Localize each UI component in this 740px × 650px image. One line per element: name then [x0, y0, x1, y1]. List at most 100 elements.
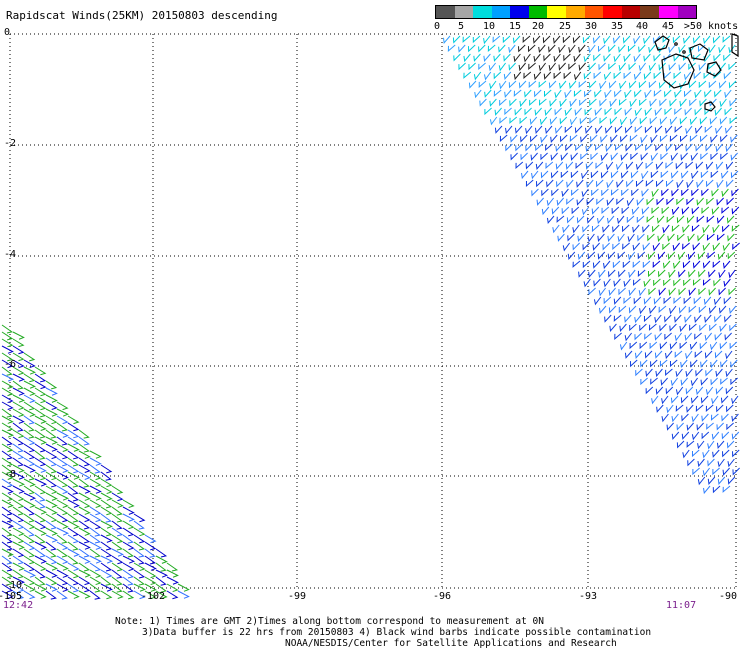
wind-barb	[568, 44, 576, 54]
wind-barb	[462, 35, 471, 43]
wind-barb	[34, 527, 47, 536]
wind-barb	[656, 404, 664, 413]
wind-barb	[626, 197, 635, 207]
wind-barb	[679, 323, 687, 333]
wind-barb	[700, 377, 708, 386]
wind-barb	[111, 499, 124, 508]
wind-barb	[122, 499, 135, 509]
wind-barb	[494, 107, 502, 116]
wind-barb	[731, 413, 739, 423]
wind-barb	[668, 269, 676, 279]
wind-barb	[45, 457, 58, 467]
wind-barb	[607, 233, 615, 243]
wind-barb	[602, 242, 610, 251]
wind-barb	[56, 457, 69, 467]
wind-barb	[711, 206, 720, 215]
wind-barb	[78, 569, 92, 578]
wind-barb	[1, 443, 14, 453]
wind-barb	[442, 35, 451, 44]
wind-barb	[681, 413, 689, 422]
wind-barb	[133, 562, 146, 572]
wind-barb	[614, 332, 622, 340]
lat-label: -2	[4, 138, 17, 149]
wind-barb	[45, 499, 58, 508]
wind-barb	[581, 188, 589, 198]
wind-barb	[499, 134, 508, 143]
wind-barb	[627, 44, 636, 53]
wind-barb	[701, 431, 710, 440]
wind-barb	[628, 305, 637, 314]
wind-barb	[166, 590, 179, 600]
wind-barb	[724, 125, 733, 135]
wind-barb	[709, 323, 717, 332]
wind-barb	[731, 431, 740, 440]
wind-barb	[122, 534, 134, 544]
wind-barb	[12, 387, 25, 396]
wind-barb	[694, 350, 703, 358]
wind-barb	[468, 44, 476, 53]
wind-barb	[565, 143, 573, 152]
wind-barb	[531, 188, 539, 197]
wind-barb	[655, 368, 663, 378]
wind-barb	[669, 305, 677, 315]
footer-notes: Note: 1) Times are GMT 2)Times along bot…	[115, 616, 651, 649]
wind-barb	[593, 71, 602, 80]
wind-barb	[707, 440, 715, 450]
wind-barb	[34, 464, 47, 473]
wind-barb	[677, 251, 686, 261]
wind-barb	[720, 359, 728, 368]
wind-barb	[686, 440, 695, 448]
wind-barb	[582, 242, 590, 251]
wind-barb	[56, 590, 68, 600]
wind-barb	[452, 35, 461, 44]
wind-barb	[688, 269, 696, 278]
wind-barb	[638, 44, 646, 53]
wind-barb	[649, 116, 658, 125]
wind-barb	[34, 541, 47, 550]
wind-barb	[638, 287, 646, 297]
wind-barb	[629, 116, 638, 126]
wind-barb	[523, 71, 532, 79]
legend-label: 5	[457, 21, 465, 32]
wind-barb	[714, 332, 722, 341]
wind-barb	[730, 152, 738, 161]
wind-barb	[655, 386, 664, 395]
wind-barb	[691, 224, 700, 233]
wind-barb	[23, 478, 36, 487]
wind-barb	[702, 242, 710, 252]
wind-barb	[508, 80, 517, 89]
wind-barb	[680, 395, 689, 404]
legend-swatch	[454, 6, 474, 18]
wind-barb	[166, 583, 179, 593]
wind-barb	[630, 170, 639, 179]
wind-barb	[633, 35, 641, 45]
wind-barb	[56, 408, 70, 417]
wind-barb	[12, 366, 25, 376]
wind-barb	[695, 404, 704, 412]
wind-barb	[621, 206, 630, 215]
wind-barb	[732, 467, 740, 476]
wind-barb	[696, 197, 704, 206]
wind-barb	[512, 35, 521, 44]
wind-barb	[653, 278, 661, 287]
wind-barb	[562, 224, 570, 234]
wind-barb	[637, 233, 645, 242]
wind-barb	[23, 394, 36, 403]
wind-barb	[578, 269, 586, 278]
wind-barb	[635, 161, 644, 171]
wind-barb	[690, 395, 699, 404]
wind-barb	[586, 215, 595, 224]
wind-barb	[56, 541, 69, 551]
wind-barb	[23, 408, 36, 417]
wind-barb	[732, 449, 740, 458]
wind-barb	[727, 458, 735, 468]
wind-barb	[691, 413, 699, 423]
wind-barb	[545, 143, 553, 152]
wind-barb	[663, 71, 672, 80]
wind-barb	[692, 242, 700, 251]
wind-barb	[714, 107, 722, 117]
wind-barb	[458, 44, 466, 53]
wind-barb	[614, 143, 623, 151]
wind-barb	[508, 62, 516, 71]
wind-barb	[596, 197, 604, 205]
